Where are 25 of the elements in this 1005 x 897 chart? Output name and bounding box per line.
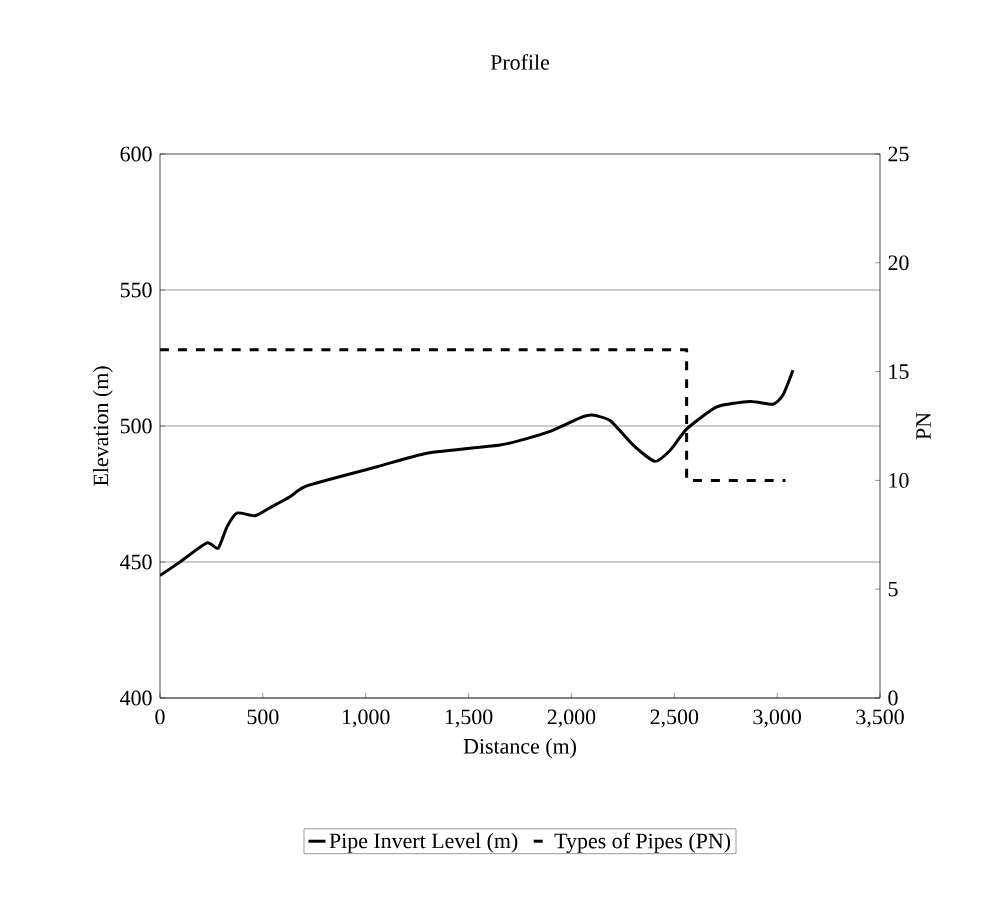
y-tick-label: 400: [120, 690, 152, 706]
y2-tick-label: 20: [888, 255, 909, 271]
y2-axis-title: PN: [916, 412, 931, 440]
x-tick-label: 2,500: [650, 709, 699, 728]
y-axis-title: Elevation (m): [92, 366, 113, 486]
legend-label: Pipe Invert Level (m): [329, 832, 518, 853]
y2-tick-label: 5: [888, 581, 898, 597]
y2-tick-label: 15: [889, 364, 909, 379]
y-tick-label: 500: [120, 418, 152, 434]
legend-label: Types of Pipes (PN): [554, 832, 731, 853]
x-tick-label: 3,500: [856, 709, 904, 728]
x-tick-label: 500: [247, 709, 279, 725]
y-tick-label: 550: [120, 282, 152, 298]
x-tick-label: 1,000: [342, 709, 390, 728]
y2-tick-label: 0: [888, 690, 898, 706]
x-tick-label: 3,000: [753, 709, 801, 728]
y2-tick-label: 25: [888, 146, 909, 162]
chart-title: Profile: [490, 54, 550, 70]
y-tick-label: 600: [120, 146, 152, 162]
y-tick-label: 450: [120, 554, 152, 570]
y2-tick-label: 10: [889, 473, 909, 488]
x-tick-label: 1,500: [445, 709, 493, 728]
x-tick-label: 0: [155, 709, 165, 725]
x-axis-title: Distance (m): [463, 738, 576, 759]
x-tick-label: 2,000: [547, 709, 596, 728]
